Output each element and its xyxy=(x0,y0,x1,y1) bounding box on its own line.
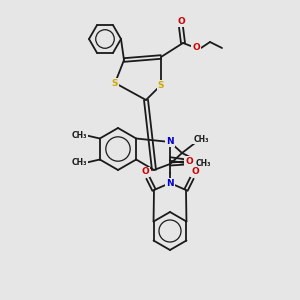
Text: O: O xyxy=(192,44,200,52)
Text: CH₃: CH₃ xyxy=(195,160,211,169)
Text: O: O xyxy=(141,167,149,176)
Text: O: O xyxy=(185,157,193,166)
Text: N: N xyxy=(166,178,174,188)
Text: CH₃: CH₃ xyxy=(72,158,88,167)
Text: S: S xyxy=(158,80,164,89)
Text: S: S xyxy=(190,158,196,167)
Text: CH₃: CH₃ xyxy=(72,131,88,140)
Text: N: N xyxy=(166,137,174,146)
Text: S: S xyxy=(112,79,118,88)
Text: O: O xyxy=(177,17,185,26)
Text: O: O xyxy=(191,167,199,176)
Text: CH₃: CH₃ xyxy=(193,134,209,143)
